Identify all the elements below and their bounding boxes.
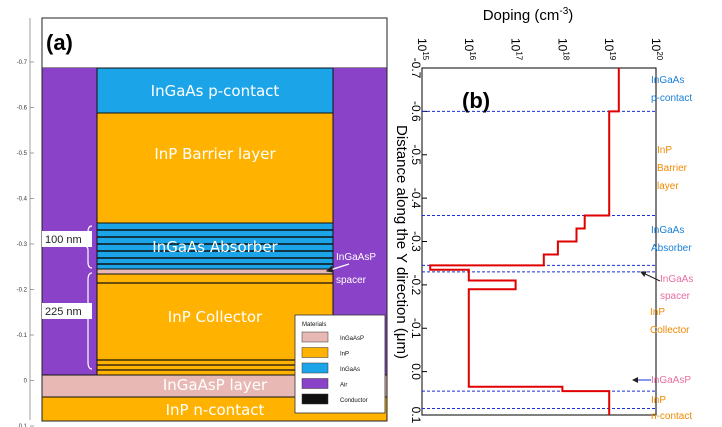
ingaas-p-contact-layer (96, 67, 334, 114)
barrier-label: InP Barrier layer (154, 145, 276, 163)
air-top-region (41, 17, 388, 69)
spacer-annotation-arrow (640, 271, 661, 282)
distance-tick-label: -0.6 (409, 101, 423, 122)
ingaasp-spacer-layer (96, 268, 334, 275)
panel-a-tick-label: 0.1 (19, 424, 28, 427)
annot-ingaasp: InGaAsP (651, 375, 691, 386)
legend-label: InGaAs (340, 367, 360, 373)
legend-label: InGaAsP (340, 336, 364, 342)
spacer-label-line2: spacer (336, 275, 367, 286)
annot-inp-barrier-2: Barrier (657, 163, 688, 174)
panel-a-tick-label: -0.6 (17, 106, 28, 112)
panel-b: Doping (cm-3) 1015 1016 1017 1018 1019 1020 -… (393, 6, 693, 424)
annot-inp-collector-1: InP (650, 307, 665, 318)
doping-tick-label: 1015 (415, 38, 430, 61)
panel-a-tick-label: -0.1 (17, 333, 28, 339)
panel-a-y-ticks: -0.7 -0.6 -0.5 -0.4 -0.3 -0.2 -0.1 0 0.1 (17, 60, 34, 427)
doping-tick-label: 1016 (462, 38, 477, 61)
annot-inp-collector-2: Collector (650, 325, 690, 336)
absorber-label: InGaAs Absorber (152, 238, 278, 256)
distance-tick-label: -0.7 (409, 58, 423, 79)
annot-inp-barrier-3: layer (657, 181, 679, 192)
distance-tick-label: -0.4 (409, 188, 423, 209)
distance-tick-label: 0.0 (409, 363, 423, 380)
panel-a-tick-label: 0 (24, 379, 28, 385)
annot-inp-n-contact-1: InP (651, 395, 666, 406)
panel-a-tick-label: -0.5 (17, 151, 28, 157)
distance-tick-label: -0.1 (409, 318, 423, 339)
ingaasp-layer-label: InGaAsP layer (163, 376, 268, 394)
inp-barrier-layer (96, 112, 334, 224)
annot-ingaas-spacer-1: InGaAs (660, 274, 693, 285)
doping-axis-title: Doping (cm-3) (483, 6, 574, 24)
distance-tick-label: -0.5 (409, 144, 423, 165)
thickness-100-label: 100 nm (45, 234, 82, 246)
panel-a-tick-label: -0.4 (17, 197, 28, 203)
legend-swatch (301, 378, 329, 389)
collector-label: InP Collector (168, 308, 263, 326)
thickness-225-label: 225 nm (45, 306, 82, 318)
bracket-100 (83, 225, 93, 269)
spacer-arrow (325, 263, 350, 273)
n-contact-label: InP n-contact (166, 401, 265, 419)
panel-a-tick-label: -0.2 (17, 288, 28, 294)
legend-items: InGaAsP InP InGaAs Air Conductor (301, 331, 368, 405)
legend-swatch (301, 393, 329, 405)
panel-b-label: (b) (462, 88, 490, 113)
panel-a-label: (a) (46, 30, 73, 55)
doping-tick-label: 1017 (509, 38, 524, 61)
doping-tick-label: 1018 (555, 38, 570, 61)
annot-ingaas-absorber-2: Absorber (651, 243, 692, 254)
doping-tick-label: 1019 (602, 38, 617, 61)
device-outline (41, 17, 388, 422)
legend-label: Conductor (340, 398, 368, 404)
panel-a: -0.7 -0.6 -0.5 -0.4 -0.3 -0.2 -0.1 0 0.1 InGaAs … (16, 17, 388, 427)
legend-label: InP (340, 352, 349, 358)
annot-ingaas-absorber-1: InGaAs (651, 225, 684, 236)
absorber-sublayer-lines (97, 229, 333, 265)
annot-inp-barrier-1: InP (657, 145, 672, 156)
annot-ingaas-p-contact-2: p-contact (651, 93, 692, 104)
p-contact-label: InGaAs p-contact (151, 82, 280, 100)
distance-tick-label: -0.2 (409, 275, 423, 296)
panel-a-tick-label: -0.7 (17, 60, 28, 66)
thickness-100-bg (42, 231, 92, 247)
collector-sublayer-lines (97, 282, 333, 371)
bracket-225 (83, 272, 93, 370)
legend-swatch (301, 362, 329, 374)
thickness-225-bg (42, 303, 92, 319)
legend-swatch (301, 347, 329, 358)
panel-a-tick-label: -0.3 (17, 242, 28, 248)
annot-ingaas-p-contact-1: InGaAs (651, 75, 684, 86)
distance-tick-label: -0.3 (409, 231, 423, 252)
legend-swatch (301, 331, 329, 343)
distance-axis-title: Distance along the Y direction (μm) (393, 125, 410, 359)
distance-tick-label: 0.1 (409, 407, 423, 424)
annot-ingaas-spacer-2: spacer (660, 291, 691, 302)
legend-title: Materials (302, 322, 326, 328)
region-annotations: InGaAs p-contact InP Barrier layer InGaA… (632, 75, 693, 422)
doping-tick-label: 1020 (649, 38, 664, 61)
doping-profile-line (429, 68, 620, 415)
distance-ticks: -0.7 -0.6 -0.5 -0.4 -0.3 -0.2 -0.1 0.0 0.1 (409, 58, 427, 424)
spacer-label-line1: InGaAsP (336, 252, 376, 263)
annot-inp-n-contact-2: n-contact (651, 411, 692, 422)
materials-legend: Materials InGaAsP InP InGaAs Air Conductor (294, 314, 386, 414)
legend-label: Air (340, 383, 347, 389)
plot-frame (421, 67, 657, 416)
